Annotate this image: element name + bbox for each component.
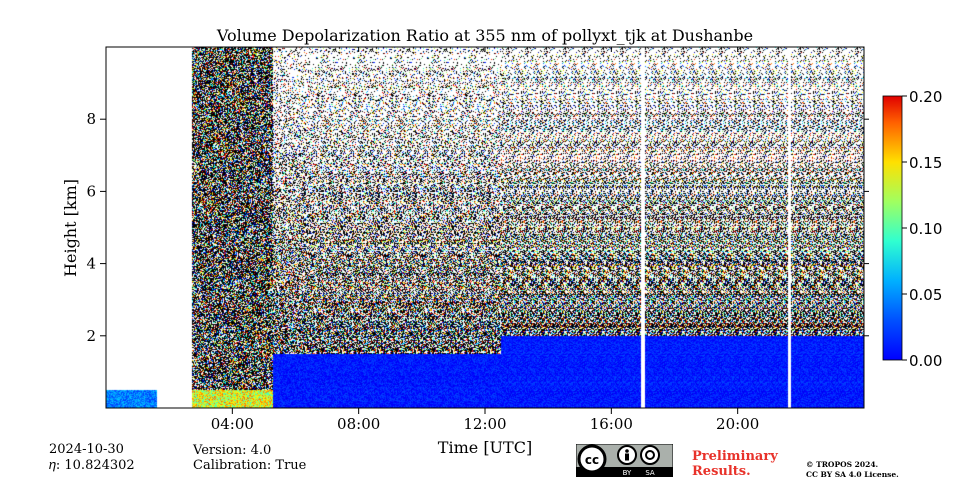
y-axis: 2 4 6 8	[86, 110, 869, 345]
y-tick-label: 8	[86, 110, 96, 128]
chart-title: Volume Depolarization Ratio at 355 nm of…	[216, 26, 753, 45]
license-line-2: CC BY SA 4.0 License.	[806, 470, 899, 479]
x-tick-label: 08:00	[337, 415, 380, 433]
calibration-label: Calibration: True	[193, 458, 307, 473]
eta-label: 𝜂: 10.824302	[49, 458, 135, 473]
x-tick-label: 16:00	[590, 415, 633, 433]
plot-area	[106, 47, 864, 408]
date-label: 2024-10-30	[49, 442, 124, 457]
x-axis-label: Time [UTC]	[438, 438, 532, 457]
x-tick-label: 04:00	[211, 415, 254, 433]
colorbar-tick-label: 0.20	[909, 88, 942, 106]
y-tick-label: 2	[86, 327, 96, 345]
y-tick-label: 4	[86, 255, 96, 273]
svg-text:cc: cc	[585, 453, 599, 467]
colorbar-tick-label: 0.05	[909, 286, 942, 304]
heatmap-cells	[106, 47, 864, 408]
x-tick-label: 12:00	[463, 415, 506, 433]
cc-icon	[577, 444, 607, 474]
cc-by-sa-logo: cc BY SA	[576, 444, 673, 477]
license-notice: © TROPOS 2024. CC BY SA 4.0 License.	[806, 460, 899, 480]
version-label: Version: 4.0	[193, 443, 272, 458]
y-axis-label: Height [km]	[61, 179, 80, 277]
x-tick-label: 20:00	[716, 415, 759, 433]
colorbar-tick-label: 0.15	[909, 154, 942, 172]
preliminary-results: Preliminary Results.	[692, 449, 778, 479]
sa-icon	[640, 445, 660, 465]
colorbar	[882, 95, 903, 361]
y-tick-label: 6	[86, 182, 96, 200]
colorbar-ticks: 0.00 0.05 0.10 0.15 0.20	[902, 88, 942, 370]
license-line-1: © TROPOS 2024.	[806, 460, 879, 469]
cc-by-text: BY	[623, 469, 632, 477]
colorbar-tick-label: 0.00	[909, 352, 942, 370]
x-axis: 04:00 08:00 12:00 16:00 20:00	[211, 47, 759, 433]
cc-sa-text: SA	[645, 469, 655, 477]
colorbar-tick-label: 0.10	[909, 220, 942, 238]
preliminary-line-1: Preliminary	[692, 449, 778, 464]
preliminary-line-2: Results.	[692, 464, 751, 479]
